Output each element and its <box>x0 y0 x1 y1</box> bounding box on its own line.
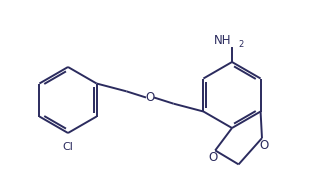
Text: NH: NH <box>214 34 231 47</box>
Text: 2: 2 <box>238 40 243 49</box>
Text: O: O <box>259 139 269 152</box>
Text: Cl: Cl <box>63 142 73 152</box>
Text: O: O <box>145 91 155 104</box>
Text: O: O <box>209 151 218 164</box>
